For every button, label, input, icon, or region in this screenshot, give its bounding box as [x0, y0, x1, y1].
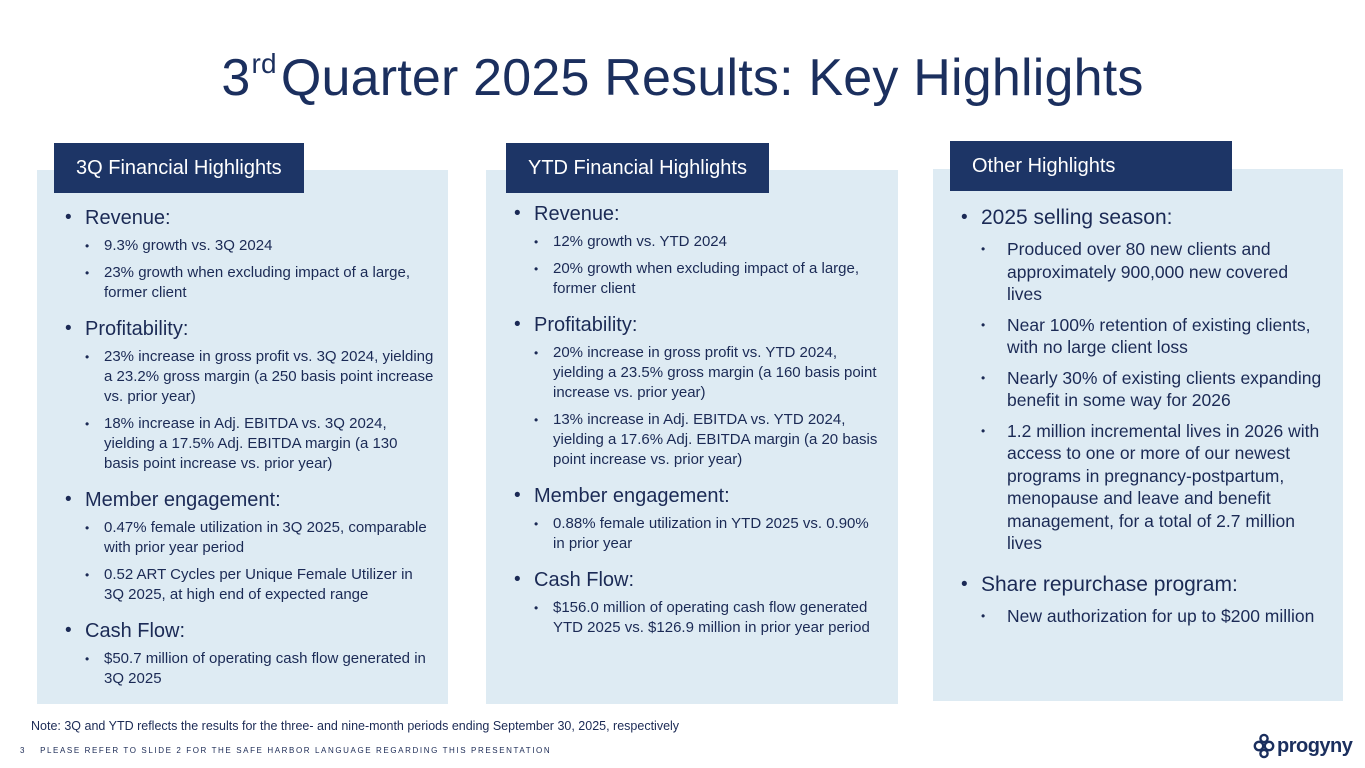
section-profitability: Profitability: 20% increase in gross pro…: [512, 313, 884, 470]
section-label: Revenue:: [85, 207, 171, 229]
bullet-item: 1.2 million incremental lives in 2026 wi…: [981, 420, 1325, 555]
section-label: Cash Flow:: [534, 569, 635, 591]
highlights-list: Revenue: 12% growth vs. YTD 2024 20% gro…: [512, 202, 884, 638]
panel-heading: Other Highlights: [950, 141, 1232, 191]
bullet-item: 0.88% female utilization in YTD 2025 vs.…: [534, 514, 884, 554]
section-profitability: Profitability: 23% increase in gross pro…: [63, 317, 434, 474]
section-revenue: Revenue: 9.3% growth vs. 3Q 2024 23% gro…: [63, 206, 434, 303]
bullet-item: 0.47% female utilization in 3Q 2025, com…: [85, 518, 434, 558]
logo-wordmark: progyny: [1277, 734, 1353, 757]
bullet-item: Nearly 30% of existing clients expanding…: [981, 367, 1325, 412]
section-label: Share repurchase program:: [981, 572, 1238, 596]
section-label: Member engagement:: [534, 485, 730, 507]
panel-3q-financial: 3Q Financial Highlights Revenue: 9.3% gr…: [37, 143, 448, 704]
bullet-item: 23% growth when excluding impact of a la…: [85, 263, 434, 303]
title-ordinal-suffix: rd: [251, 48, 277, 79]
section-label: Member engagement:: [85, 489, 281, 511]
progyny-logo-icon: [1253, 733, 1275, 759]
section-selling-season: 2025 selling season: Produced over 80 ne…: [959, 206, 1325, 555]
highlights-list: 2025 selling season: Produced over 80 ne…: [959, 206, 1325, 627]
section-cash-flow: Cash Flow: $156.0 million of operating c…: [512, 568, 884, 638]
bullet-item: 23% increase in gross profit vs. 3Q 2024…: [85, 347, 434, 407]
section-label: Profitability:: [85, 318, 189, 340]
slide-title: 3rdQuarter 2025 Results: Key Highlights: [0, 48, 1365, 108]
page-number: 3: [20, 746, 27, 755]
section-cash-flow: Cash Flow: $50.7 million of operating ca…: [63, 619, 434, 689]
bullet-item: 20% increase in gross profit vs. YTD 202…: [534, 343, 884, 403]
section-label: 2025 selling season:: [981, 206, 1173, 229]
bullet-item: $50.7 million of operating cash flow gen…: [85, 649, 434, 689]
section-label: Revenue:: [534, 203, 620, 225]
bullet-item: 12% growth vs. YTD 2024: [534, 232, 884, 252]
section-member-engagement: Member engagement: 0.47% female utilizat…: [63, 488, 434, 605]
section-label: Profitability:: [534, 314, 638, 336]
bullet-item: Produced over 80 new clients and approxi…: [981, 238, 1325, 306]
bullet-item: 9.3% growth vs. 3Q 2024: [85, 236, 434, 256]
section-share-repurchase: Share repurchase program: New authorizat…: [959, 573, 1325, 628]
title-prefix: 3: [221, 49, 251, 107]
bullet-item: 0.52 ART Cycles per Unique Female Utiliz…: [85, 565, 434, 605]
panel-heading: 3Q Financial Highlights: [54, 143, 304, 193]
bullet-item: $156.0 million of operating cash flow ge…: [534, 598, 884, 638]
slide-footer: 3 PLEASE REFER TO SLIDE 2 FOR THE SAFE HA…: [20, 746, 551, 755]
panel-heading: YTD Financial Highlights: [506, 143, 769, 193]
section-revenue: Revenue: 12% growth vs. YTD 2024 20% gro…: [512, 202, 884, 299]
bullet-item: New authorization for up to $200 million: [981, 605, 1325, 628]
bullet-item: 13% increase in Adj. EBITDA vs. YTD 2024…: [534, 410, 884, 470]
panel-other-highlights: Other Highlights 2025 selling season: Pr…: [933, 141, 1343, 701]
section-label: Cash Flow:: [85, 620, 186, 642]
bullet-item: 20% growth when excluding impact of a la…: [534, 259, 884, 299]
safe-harbor-notice: PLEASE REFER TO SLIDE 2 FOR THE SAFE HAR…: [40, 746, 552, 755]
highlights-list: Revenue: 9.3% growth vs. 3Q 2024 23% gro…: [63, 206, 434, 689]
section-member-engagement: Member engagement: 0.88% female utilizat…: [512, 484, 884, 554]
bullet-item: Near 100% retention of existing clients,…: [981, 314, 1325, 359]
footnote: Note: 3Q and YTD reflects the results fo…: [31, 719, 680, 733]
bullet-item: 18% increase in Adj. EBITDA vs. 3Q 2024,…: [85, 414, 434, 474]
panel-ytd-financial: YTD Financial Highlights Revenue: 12% gr…: [486, 143, 898, 704]
progyny-logo: progyny: [1253, 733, 1353, 759]
title-text: Quarter 2025 Results: Key Highlights: [280, 49, 1144, 107]
